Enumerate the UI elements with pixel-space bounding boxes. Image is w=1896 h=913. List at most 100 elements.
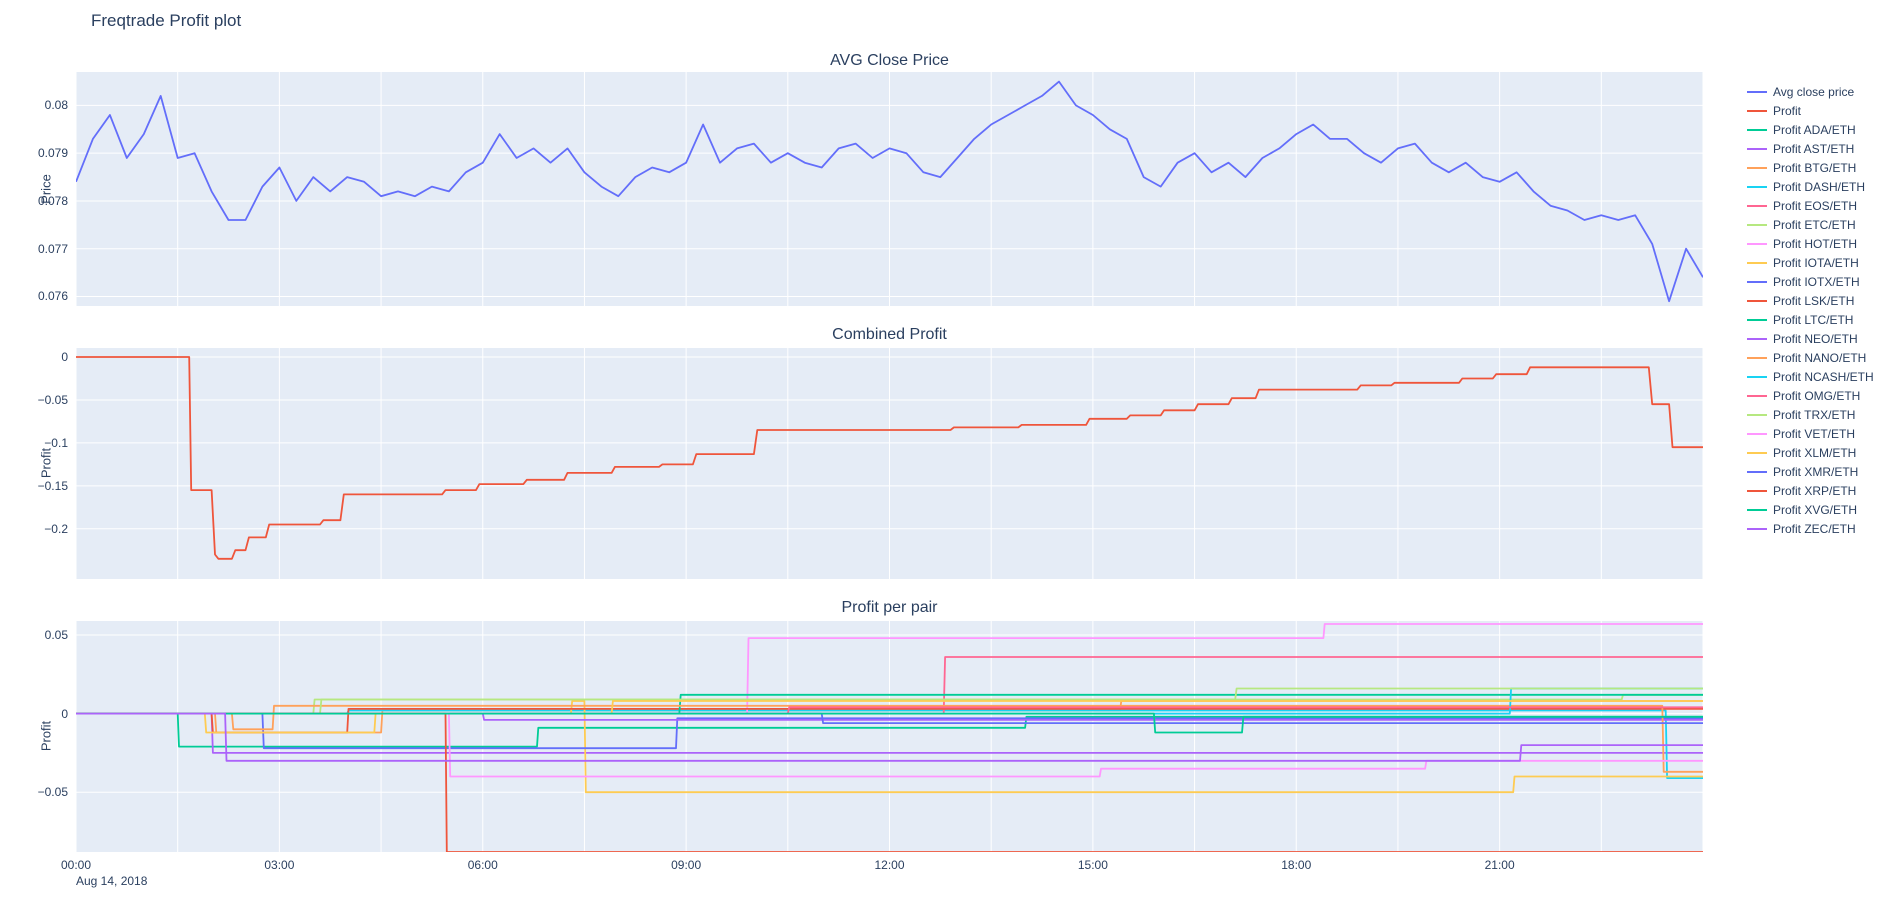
legend-item-profit-xlm-eth[interactable]: Profit XLM/ETH: [1747, 443, 1874, 462]
legend-label: Profit BTG/ETH: [1773, 160, 1857, 175]
legend-label: Profit LSK/ETH: [1773, 293, 1855, 308]
series-line-profit: [76, 356, 1703, 560]
legend-swatch-icon: [1747, 451, 1767, 454]
legend-label: Profit VET/ETH: [1773, 426, 1856, 441]
x-tick-label: 15:00: [1077, 858, 1108, 872]
series-line-profit-vet-eth: [76, 712, 1703, 778]
legend-label: Profit: [1773, 103, 1802, 118]
series-line-avg-close-price: [76, 80, 1703, 303]
subplot-title-combined-profit: Combined Profit: [832, 326, 947, 343]
legend-item-profit-nano-eth[interactable]: Profit NANO/ETH: [1747, 348, 1874, 367]
legend-swatch-icon: [1747, 147, 1767, 150]
legend-swatch-icon: [1747, 470, 1767, 473]
legend-label: Profit XLM/ETH: [1773, 445, 1857, 460]
legend-label: Profit TRX/ETH: [1773, 407, 1856, 422]
avg-close-price-plot-area[interactable]: [76, 72, 1703, 306]
subplot-title-profit-per-pair: Profit per pair: [841, 599, 938, 616]
legend-item-profit-ncash-eth[interactable]: Profit NCASH/ETH: [1747, 367, 1874, 386]
legend-item-profit-vet-eth[interactable]: Profit VET/ETH: [1747, 424, 1874, 443]
x-tick-label: 06:00: [467, 858, 498, 872]
legend-item-profit-xmr-eth[interactable]: Profit XMR/ETH: [1747, 462, 1874, 481]
legend-label: Profit LTC/ETH: [1773, 312, 1854, 327]
legend-item-avg-close-price[interactable]: Avg close price: [1747, 82, 1874, 101]
legend-swatch-icon: [1747, 128, 1767, 131]
legend-item-profit-eos-eth[interactable]: Profit EOS/ETH: [1747, 196, 1874, 215]
y-tick-label: 0.076: [37, 289, 68, 304]
legend-item-profit-iotx-eth[interactable]: Profit IOTX/ETH: [1747, 272, 1874, 291]
legend-label: Profit ADA/ETH: [1773, 122, 1856, 137]
x-tick-label: 18:00: [1281, 858, 1312, 872]
plot-canvas-profit-per-pair: [76, 621, 1703, 852]
profit-per-pair-plot-area[interactable]: [76, 621, 1703, 852]
legend-swatch-icon: [1747, 90, 1767, 93]
legend-swatch-icon: [1747, 432, 1767, 435]
legend-item-profit-xvg-eth[interactable]: Profit XVG/ETH: [1747, 500, 1874, 519]
x-tick-label: 21:00: [1484, 858, 1515, 872]
legend-label: Profit HOT/ETH: [1773, 236, 1858, 251]
series-line-profit-zec-eth: [76, 712, 1703, 762]
x-axis-date-annotation: Aug 14, 2018: [76, 874, 148, 888]
legend-label: Profit AST/ETH: [1773, 141, 1855, 156]
legend-swatch-icon: [1747, 375, 1767, 378]
legend-swatch-icon: [1747, 318, 1767, 321]
legend-swatch-icon: [1747, 413, 1767, 416]
legend-item-profit-ltc-eth[interactable]: Profit LTC/ETH: [1747, 310, 1874, 329]
legend-item-profit[interactable]: Profit: [1747, 101, 1874, 120]
plot-canvas-combined-profit: [76, 348, 1703, 579]
legend-label: Profit EOS/ETH: [1773, 198, 1858, 213]
series-line-profit-xvg-eth: [76, 712, 1703, 734]
legend-label: Profit ZEC/ETH: [1773, 521, 1856, 536]
legend: Avg close price Profit Profit ADA/ETH Profi…: [1747, 82, 1874, 538]
series-line-profit-iota-eth: [76, 700, 1703, 794]
legend-swatch-icon: [1747, 299, 1767, 302]
legend-swatch-icon: [1747, 394, 1767, 397]
legend-item-profit-dash-eth[interactable]: Profit DASH/ETH: [1747, 177, 1874, 196]
legend-item-profit-omg-eth[interactable]: Profit OMG/ETH: [1747, 386, 1874, 405]
legend-swatch-icon: [1747, 109, 1767, 112]
y-tick-label: −0.2: [44, 521, 68, 536]
y-tick-label: 0: [61, 350, 68, 365]
x-tick-label: 00:00: [60, 858, 92, 872]
legend-label: Profit XMR/ETH: [1773, 464, 1859, 479]
legend-item-profit-lsk-eth[interactable]: Profit LSK/ETH: [1747, 291, 1874, 310]
yaxis-title-profit-combined: Profit: [38, 447, 54, 479]
legend-swatch-icon: [1747, 223, 1767, 226]
legend-label: Profit OMG/ETH: [1773, 388, 1861, 403]
legend-item-profit-xrp-eth[interactable]: Profit XRP/ETH: [1747, 481, 1874, 500]
legend-item-profit-hot-eth[interactable]: Profit HOT/ETH: [1747, 234, 1874, 253]
legend-item-profit-iota-eth[interactable]: Profit IOTA/ETH: [1747, 253, 1874, 272]
legend-label: Profit NCASH/ETH: [1773, 369, 1874, 384]
legend-item-profit-trx-eth[interactable]: Profit TRX/ETH: [1747, 405, 1874, 424]
legend-label: Profit IOTX/ETH: [1773, 274, 1860, 289]
legend-swatch-icon: [1747, 185, 1767, 188]
yaxis-title-profit-pairs: Profit: [38, 720, 54, 752]
legend-item-profit-btg-eth[interactable]: Profit BTG/ETH: [1747, 158, 1874, 177]
page-title: Freqtrade Profit plot: [91, 11, 242, 30]
legend-label: Profit NANO/ETH: [1773, 350, 1867, 365]
legend-swatch-icon: [1747, 242, 1767, 245]
legend-item-profit-neo-eth[interactable]: Profit NEO/ETH: [1747, 329, 1874, 348]
legend-label: Profit IOTA/ETH: [1773, 255, 1859, 270]
combined-profit-plot-area[interactable]: [76, 348, 1703, 579]
legend-item-profit-ast-eth[interactable]: Profit AST/ETH: [1747, 139, 1874, 158]
legend-item-profit-zec-eth[interactable]: Profit ZEC/ETH: [1747, 519, 1874, 538]
legend-swatch-icon: [1747, 204, 1767, 207]
plot-canvas-avg-close-price: [76, 72, 1703, 306]
series-line-profit-btg-eth: [76, 700, 1703, 734]
y-tick-label: −0.1: [44, 435, 68, 450]
legend-swatch-icon: [1747, 337, 1767, 340]
legend-item-profit-etc-eth[interactable]: Profit ETC/ETH: [1747, 215, 1874, 234]
y-tick-label: 0.08: [44, 98, 68, 113]
x-tick-label: 03:00: [264, 858, 295, 872]
legend-swatch-icon: [1747, 508, 1767, 511]
y-tick-label: 0.077: [37, 241, 68, 256]
legend-item-profit-ada-eth[interactable]: Profit ADA/ETH: [1747, 120, 1874, 139]
y-tick-label: −0.05: [37, 785, 68, 800]
legend-label: Profit XVG/ETH: [1773, 502, 1858, 517]
legend-label: Profit ETC/ETH: [1773, 217, 1856, 232]
legend-swatch-icon: [1747, 527, 1767, 530]
legend-swatch-icon: [1747, 489, 1767, 492]
legend-label: Profit NEO/ETH: [1773, 331, 1858, 346]
legend-label: Avg close price: [1773, 84, 1855, 99]
legend-label: Profit DASH/ETH: [1773, 179, 1866, 194]
